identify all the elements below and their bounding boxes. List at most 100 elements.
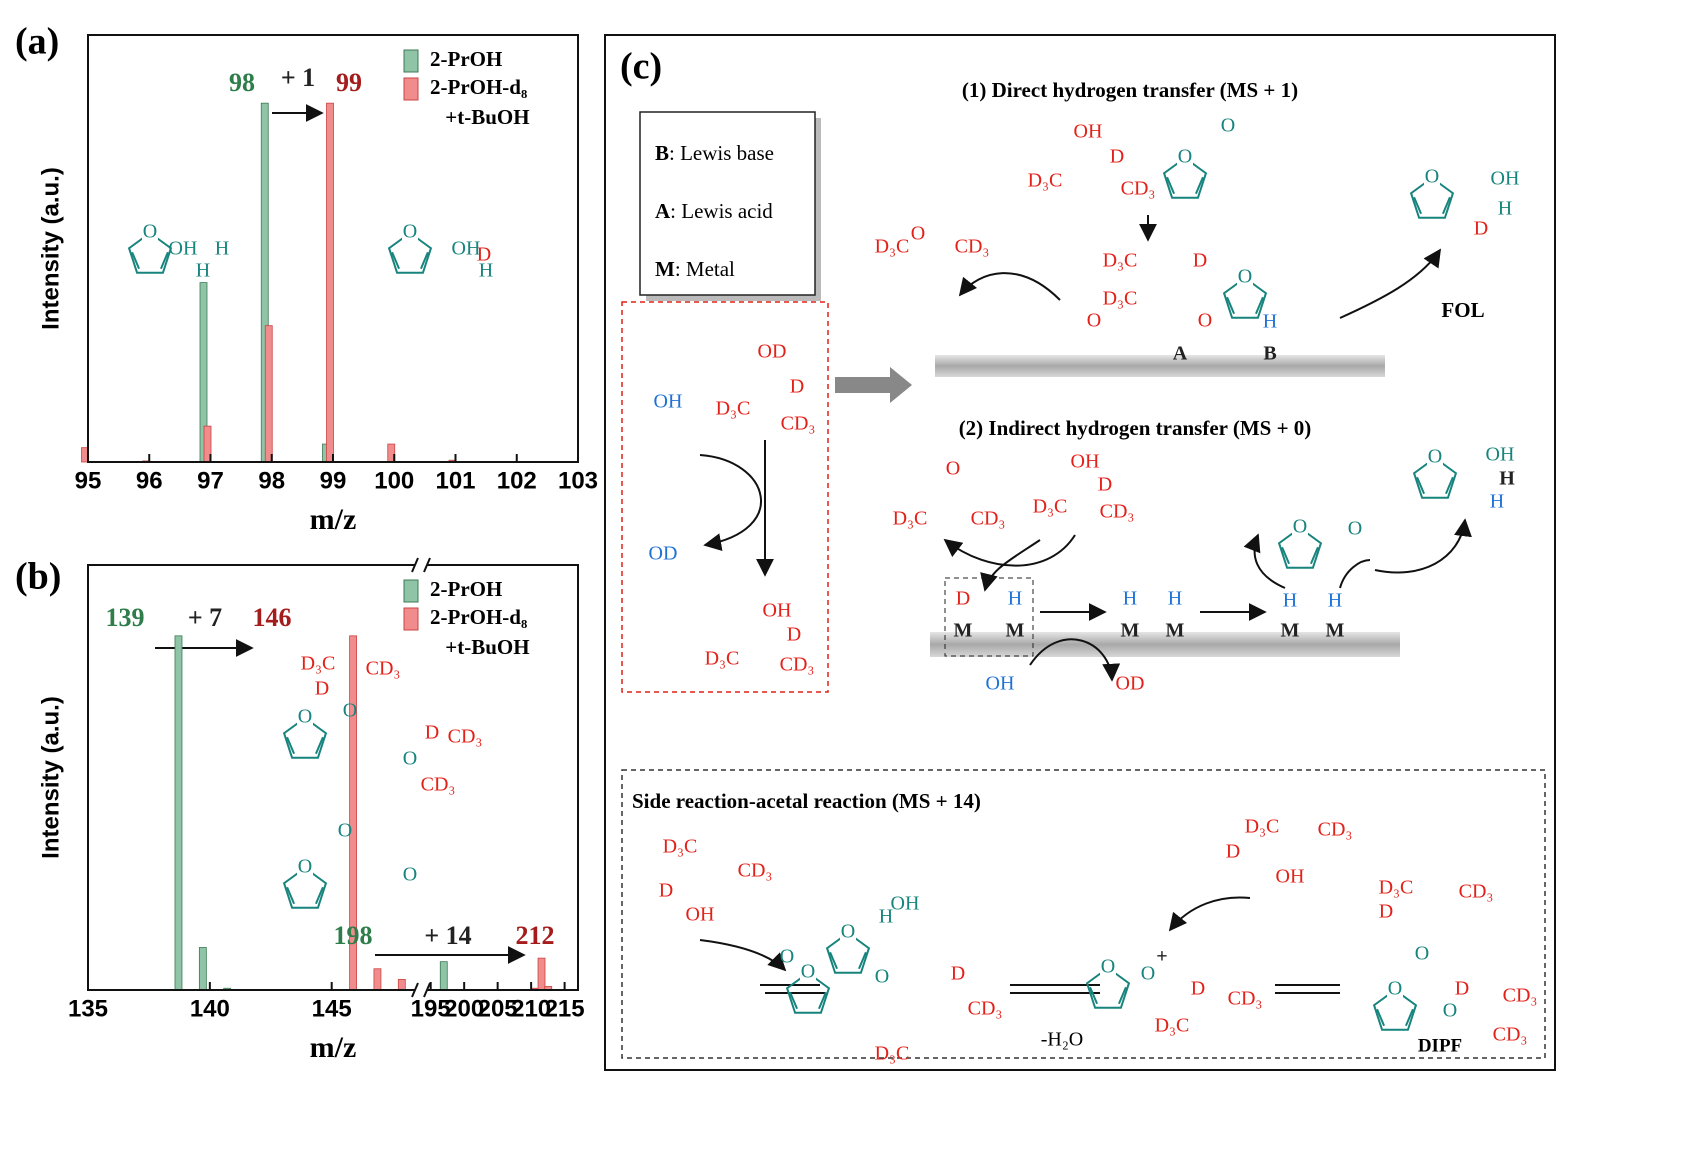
atom-label: CD₃ <box>738 860 773 882</box>
panel-label: (a) <box>15 21 59 63</box>
atom-label: H <box>479 260 493 282</box>
annotation: 99 <box>336 68 362 97</box>
arrows <box>155 104 1472 994</box>
furan-ring <box>825 931 871 974</box>
atom-label: OH <box>763 600 792 622</box>
atom-label: CD₃ <box>1493 1024 1528 1046</box>
x-tick-label: 103 <box>558 467 598 494</box>
ring-atom: O <box>1238 266 1252 288</box>
big-arrow <box>835 367 912 403</box>
atom-label: M <box>1166 620 1185 642</box>
atom-label: D <box>956 588 970 610</box>
furan-ring <box>785 971 831 1014</box>
atom-label: O <box>1443 1000 1457 1022</box>
atom-label: O <box>780 946 794 968</box>
bar <box>397 978 406 991</box>
atom-label: OH <box>654 391 683 413</box>
atom-label: M <box>1281 620 1300 642</box>
furan-ring <box>1277 526 1323 569</box>
atom-label: CD₃ <box>780 654 815 676</box>
atom-label: O <box>1087 310 1101 332</box>
atom-label: O <box>1348 518 1362 540</box>
x-tick-label: 200 <box>444 995 484 1022</box>
atom-label: M <box>1326 620 1345 642</box>
atom-label: O <box>403 864 417 886</box>
atom-label: H <box>1490 491 1504 513</box>
atom-label: + <box>1156 946 1167 968</box>
atom-label: D <box>315 678 329 700</box>
axis-break-gap <box>415 986 427 994</box>
atom-label: D <box>790 376 804 398</box>
atom-label: O <box>1221 115 1235 137</box>
atom-label: OH <box>1071 451 1100 473</box>
atom-label: CD₃ <box>781 413 816 435</box>
legend-box <box>639 111 816 296</box>
atom-label: D <box>425 722 439 744</box>
atom-label: O <box>1141 963 1155 985</box>
atom-label: OH <box>452 238 481 260</box>
atom-label: D₃C <box>1155 1015 1190 1037</box>
ring-atom-bg <box>1237 268 1253 286</box>
annotation: + 7 <box>188 603 222 632</box>
atom-label: CD₃ <box>971 508 1006 530</box>
ring-atom-bg <box>800 963 816 981</box>
double-bond <box>829 951 867 970</box>
atom-label: D₃C <box>705 648 740 670</box>
ring-atom: O <box>841 921 855 943</box>
ring-atom-bg <box>1100 958 1116 976</box>
atom-label: D <box>787 624 801 646</box>
atom-label: D <box>951 963 965 985</box>
ring-atom: O <box>1428 446 1442 468</box>
x-tick-label: 140 <box>190 995 230 1022</box>
axis-break <box>411 557 431 573</box>
atom-label: H <box>879 906 893 928</box>
ring-atom-bg <box>1387 980 1403 998</box>
heading: Side reaction-acetal reaction (MS + 14) <box>632 789 981 813</box>
x-tick-label: 102 <box>497 467 537 494</box>
annotation: 98 <box>229 68 255 97</box>
catalyst-surface <box>935 355 1385 377</box>
atom-label: OH <box>686 904 715 926</box>
atom-label: D <box>1226 841 1240 863</box>
atom-label: D <box>1474 218 1488 240</box>
furan-ring <box>1412 456 1458 499</box>
y-axis-label: Intensity (a.u.) <box>37 167 64 330</box>
y-axis-label: Intensity (a.u.) <box>37 696 64 859</box>
atom-label: OD <box>758 341 787 363</box>
x-tick-label: 99 <box>320 467 347 494</box>
atom-label: B <box>1263 343 1276 365</box>
x-tick-label: 100 <box>374 467 414 494</box>
atom-label: CD₃ <box>955 236 990 258</box>
atom-label: H <box>1498 198 1512 220</box>
axis-break-gap <box>415 561 427 569</box>
ring-atom: O <box>1388 978 1402 1000</box>
atom-label: O <box>1198 310 1212 332</box>
legend-swatch <box>403 49 419 73</box>
ring-atom-bg <box>1427 448 1443 466</box>
ring-atom: O <box>1101 956 1115 978</box>
legend-entry: A: Lewis acid <box>655 199 773 223</box>
legend-label: 2-PrOH-d₈ +t-BuOH <box>430 605 530 659</box>
atom-label: M <box>1121 620 1140 642</box>
atom-label: CD₃ <box>1121 178 1156 200</box>
atom-label: D <box>1191 978 1205 1000</box>
atom-label: D <box>1455 978 1469 1000</box>
atom-label: OH <box>891 893 920 915</box>
atom-label: O <box>946 458 960 480</box>
atom-label: D₃C <box>663 836 698 858</box>
bar <box>264 325 273 463</box>
x-tick-label: 95 <box>75 467 102 494</box>
atom-label: D₃C <box>716 398 751 420</box>
panel-c-frame <box>604 34 1556 1071</box>
atom-label: OD <box>649 543 678 565</box>
atom-label: D <box>1110 146 1124 168</box>
bar <box>174 635 183 991</box>
axis-break <box>411 982 431 998</box>
atom-label: OH <box>169 238 198 260</box>
heading: (2) Indirect hydrogen transfer (MS + 0) <box>959 416 1312 440</box>
legend-label: 2-PrOH-d₈ +t-BuOH <box>430 75 530 129</box>
catalyst-surface <box>930 632 1400 657</box>
x-tick-label: 97 <box>197 467 224 494</box>
atom-label: D₃C <box>893 508 928 530</box>
